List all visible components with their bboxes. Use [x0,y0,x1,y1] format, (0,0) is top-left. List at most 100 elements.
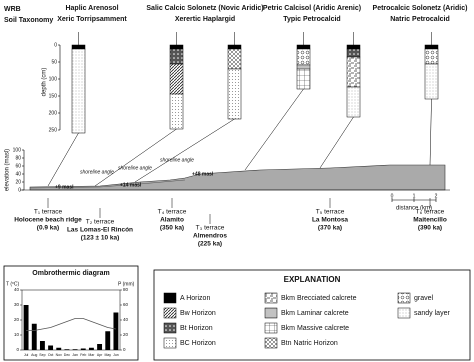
month-label: Jul [24,353,29,357]
horizon [71,48,86,134]
temperature-line [26,318,116,331]
month-label: Aug [31,353,37,357]
t-tick-label: 30 [14,302,20,307]
depth-tick-label: 200 [49,110,58,116]
terrace-age: (0.9 ka) [37,225,59,232]
terrace-age: (350 ka) [160,225,184,232]
horizon [346,44,361,50]
terrain [29,164,446,191]
taxonomy-name: Typic Petrocalcid [283,16,340,23]
swatch [163,322,177,334]
terrace-place: Almendros [193,233,227,240]
terrace-name: T₄ terrace [158,209,187,216]
connector [319,116,354,169]
p-tick-label: 20 [123,332,129,337]
terrace-name: T₅ terrace [316,209,345,216]
p-tick-label: 40 [123,317,129,322]
legend-label: Bw Horizon [180,310,216,317]
depth-tick-label: 100 [49,76,58,82]
shoreline-label: shoreline angle [118,165,152,171]
depth-tick-label: 250 [49,127,58,133]
precip-bar [64,349,70,350]
wrb-name: Salic Calcic Solonetz (Novic Aridic) [146,5,263,12]
taxonomy-name: Xeric Torripsamment [57,16,127,23]
horizon [296,44,311,50]
horizon [169,48,184,65]
taxonomy-name: Natric Petrocalcid [390,16,450,23]
horizon [169,93,184,130]
ombro-box [3,265,139,361]
explanation-box [153,269,471,361]
month-label: Nov [56,353,62,357]
horizon [424,48,439,65]
shoreline-label: shoreline angle [80,169,114,175]
t-tick-label: 40 [14,287,20,292]
t-label: T (ºC) [6,281,19,287]
swatch [264,292,278,304]
month-label: Apr [97,353,103,357]
precip-bar [72,349,78,350]
wrb-label: WRB [4,6,21,13]
elev-tick-label: 20 [15,179,21,185]
ombro-title: Ombrothermic diagram [32,270,109,277]
terrace-place: Alamito [160,217,184,224]
horizon [227,44,242,50]
month-label: Jun [113,353,119,357]
terrace-age: (370 ka) [318,225,342,232]
elev-tick-label: 40 [15,171,21,177]
precip-bar [56,347,62,350]
dist-tick-label: 0 [391,193,394,199]
horizon [296,64,311,70]
terrace-name: T₁ terrace [34,209,63,216]
terrace-name: T₆ terrace [416,209,445,216]
swatch [397,307,411,319]
month-label: Mar [88,353,95,357]
p-tick-label: 80 [123,287,129,292]
precip-bar [80,348,86,350]
connector [244,88,304,171]
terrace-age: (123 ± 10 ka) [81,235,120,242]
depth-tick-label: 150 [49,93,58,99]
explanation-title: EXPLANATION [284,275,341,284]
wrb-name: Petrocalcic Solonetz (Aridic) [373,5,468,12]
legend-label: Btn Natric Horizon [281,340,338,347]
connector [429,98,432,166]
depth-tick-label: 50 [51,59,57,65]
p-tick-label: 60 [123,302,129,307]
terrain-edge [29,179,186,189]
precip-bar [88,347,94,350]
terrace-place: Holocene beach ridge [14,217,82,224]
wrb-name: Petric Calcisol (Aridic Arenic) [263,5,361,12]
wrb-name: Haplic Arenosol [65,5,118,12]
precip-bar [97,344,103,350]
terrace-place: Maitencillo [413,217,447,224]
horizon [169,63,184,95]
swatch [264,307,278,319]
horizon [346,86,361,118]
horizon [227,48,242,70]
dist-tick-label: 1 [413,193,416,199]
horizon [169,44,184,50]
horizon [346,48,361,58]
legend-label: Bt Horizon [180,325,213,332]
precip-bar [105,331,111,350]
swatch [264,322,278,334]
horizon [71,44,86,50]
precip-bar [48,345,54,350]
swatch [397,292,411,304]
month-label: Jan [72,353,78,357]
month-label: Oct [48,353,53,357]
depth-label: depth (cm) [42,68,48,97]
p-label: P (mm) [118,281,135,287]
swatch [163,307,177,319]
month-label: May [104,353,111,357]
horizon [296,68,311,90]
height-label: +9 masl [55,184,74,190]
legend-label: Bkm Brecciated calcrete [281,295,357,302]
legend-label: Bkm Massive calcrete [281,325,349,332]
dist-tick-label: 2 [435,193,438,199]
p-tick-label: 0 [123,347,126,352]
legend-label: Bkm Laminar calcrete [281,310,349,317]
height-label: +48 masl [192,171,214,177]
